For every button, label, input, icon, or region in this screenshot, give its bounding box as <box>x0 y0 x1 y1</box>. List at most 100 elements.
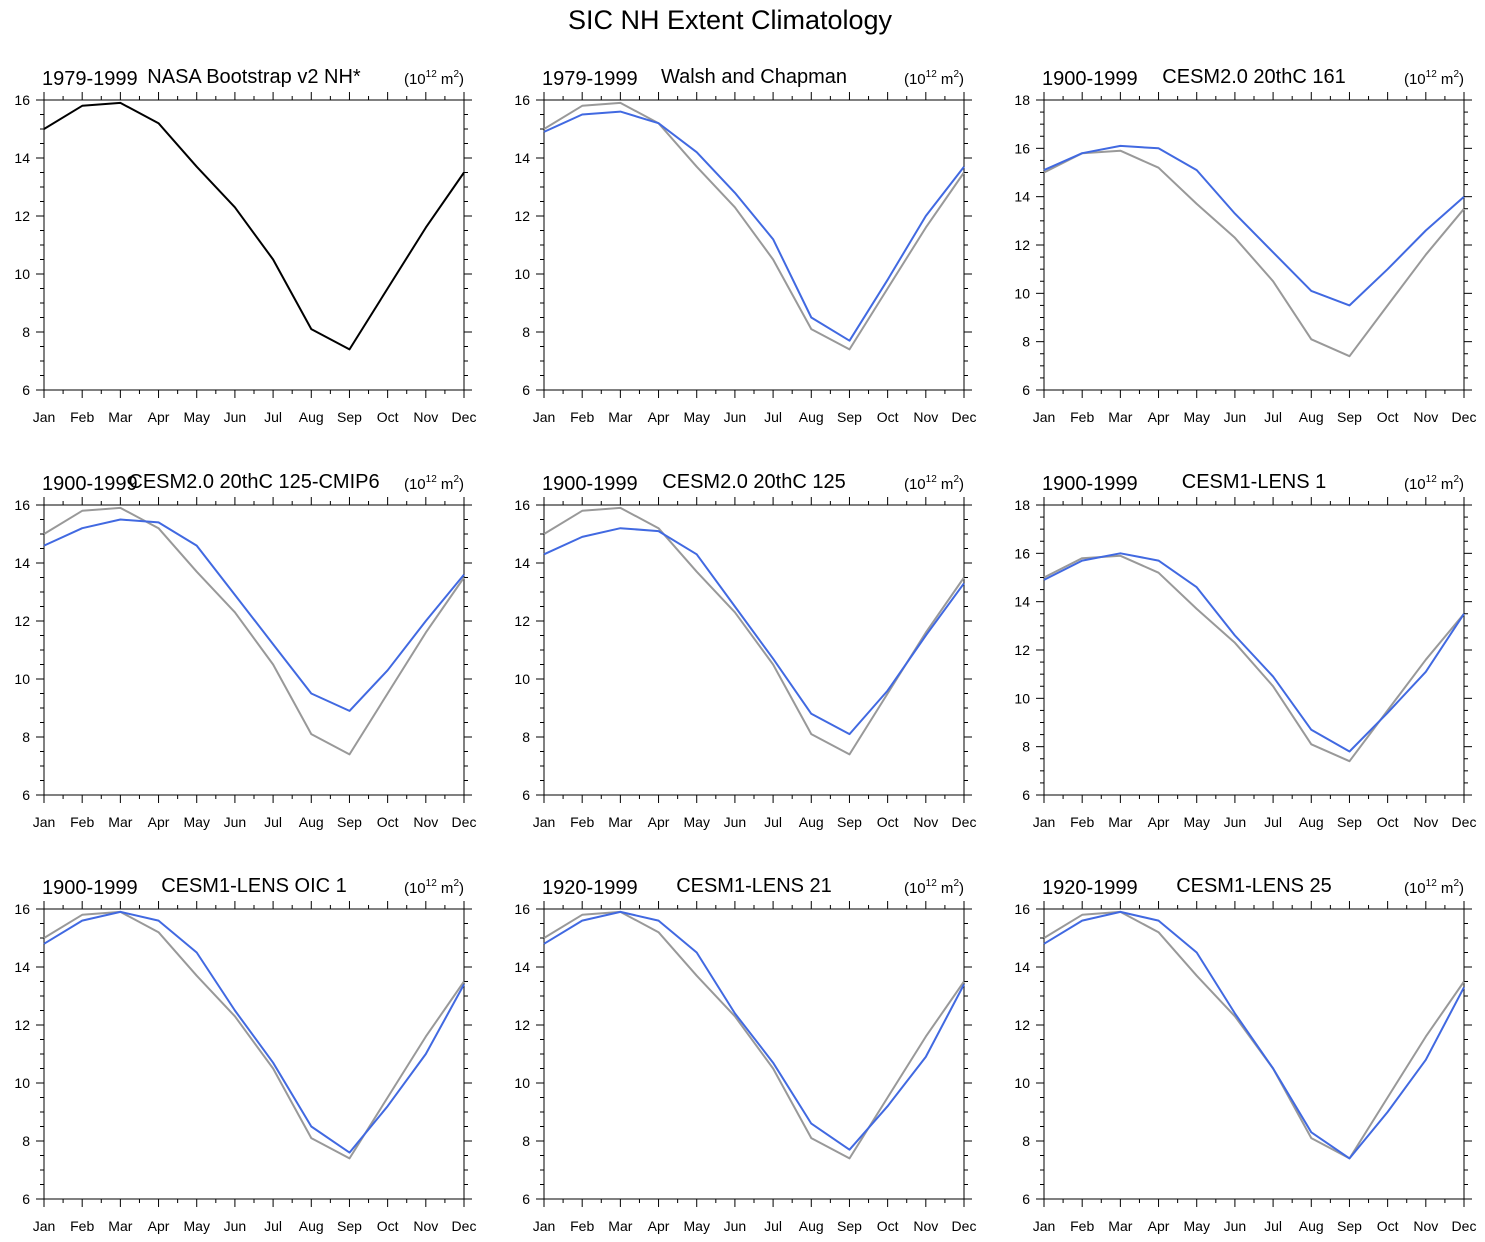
panel-period: 1900-1999 <box>1042 473 1138 495</box>
x-tick-label: Apr <box>148 1218 170 1234</box>
x-tick-label: Jun <box>1224 814 1247 830</box>
x-tick-label: Feb <box>70 1218 94 1234</box>
series-line-primary <box>543 527 965 736</box>
units-label: (1012 m2) <box>1404 69 1464 88</box>
x-tick-label: Aug <box>799 814 824 830</box>
y-tick-label: 10 <box>14 671 30 687</box>
y-tick-label: 8 <box>1022 334 1030 350</box>
x-tick-label: Dec <box>452 814 477 830</box>
x-tick-label: Aug <box>299 409 324 425</box>
panel-period: 1979-1999 <box>42 68 138 90</box>
y-tick-label: 14 <box>14 150 30 166</box>
y-tick-label: 12 <box>1014 237 1030 253</box>
x-tick-label: Jul <box>264 814 282 830</box>
x-tick-label: Feb <box>1070 1218 1094 1234</box>
x-tick-label: Jul <box>764 1218 782 1234</box>
y-tick-label: 12 <box>1014 1017 1030 1033</box>
x-tick-label: Dec <box>1452 409 1477 425</box>
x-tick-label: May <box>1184 814 1210 830</box>
series-line-observed <box>543 910 965 1160</box>
x-tick-label: Jun <box>724 814 747 830</box>
series-line-observed <box>543 506 965 756</box>
x-tick-label: Feb <box>70 814 94 830</box>
y-tick-label: 14 <box>514 959 530 975</box>
panel-period: 1900-1999 <box>542 473 638 495</box>
panel-5: 1900-1999 CESM2.0 20thC 125 (1012 m2) Jan Fe… <box>514 471 976 830</box>
y-tick-label: 8 <box>1022 1133 1030 1149</box>
x-tick-label: Dec <box>952 1218 977 1234</box>
y-tick-label: 14 <box>1014 594 1030 610</box>
x-tick-label: Nov <box>913 409 938 425</box>
y-tick-label: 12 <box>1014 642 1030 658</box>
y-tick-label: 12 <box>514 613 530 629</box>
units-label: (1012 m2) <box>1404 878 1464 897</box>
y-tick-label: 6 <box>522 382 530 398</box>
x-tick-label: Dec <box>952 409 977 425</box>
y-tick-label: 14 <box>14 555 30 571</box>
series-line-observed <box>43 506 465 756</box>
y-tick-label: 12 <box>14 1017 30 1033</box>
x-tick-label: Apr <box>648 409 670 425</box>
x-tick-label: Jun <box>224 409 247 425</box>
x-tick-label: Feb <box>1070 409 1094 425</box>
plot-frame <box>543 504 965 796</box>
plot-frame <box>1043 99 1465 391</box>
x-tick-label: Oct <box>377 1218 399 1234</box>
x-tick-label: Feb <box>570 1218 594 1234</box>
x-tick-label: Jun <box>724 1218 747 1234</box>
y-tick-label: 16 <box>14 92 30 108</box>
y-tick-label: 8 <box>522 324 530 340</box>
x-tick-label: Sep <box>1337 409 1362 425</box>
x-tick-label: Jul <box>264 409 282 425</box>
units-label: (1012 m2) <box>404 878 464 897</box>
y-tick-label: 16 <box>514 92 530 108</box>
x-tick-label: Oct <box>877 409 899 425</box>
series-line-primary <box>1043 910 1465 1160</box>
y-tick-label: 6 <box>522 1191 530 1207</box>
y-tick-label: 8 <box>22 324 30 340</box>
panel-title: CESM1-LENS 25 <box>1176 875 1332 897</box>
x-tick-label: Oct <box>377 409 399 425</box>
panel-period: 1920-1999 <box>1042 877 1138 899</box>
x-tick-label: Nov <box>413 814 438 830</box>
y-tick-label: 6 <box>1022 787 1030 803</box>
plot-frame <box>1043 908 1465 1200</box>
y-tick-label: 16 <box>14 901 30 917</box>
x-tick-label: Nov <box>413 409 438 425</box>
x-tick-label: Jan <box>1033 814 1056 830</box>
x-tick-label: Sep <box>1337 814 1362 830</box>
x-tick-label: Sep <box>837 814 862 830</box>
plot-frame <box>43 99 465 391</box>
x-tick-label: Jan <box>533 409 556 425</box>
y-tick-label: 18 <box>1014 497 1030 513</box>
panel-title: CESM2.0 20thC 125-CMIP6 <box>128 471 379 493</box>
series-line-observed <box>1043 910 1465 1160</box>
plot-frame <box>543 99 965 391</box>
x-tick-label: Oct <box>1377 409 1399 425</box>
units-label: (1012 m2) <box>904 69 964 88</box>
x-tick-label: Mar <box>1108 1218 1132 1234</box>
units-label: (1012 m2) <box>1404 474 1464 493</box>
y-tick-label: 16 <box>14 497 30 513</box>
y-tick-label: 10 <box>1014 690 1030 706</box>
plot-frame <box>43 908 465 1200</box>
y-tick-label: 10 <box>14 1075 30 1091</box>
x-tick-label: Feb <box>70 409 94 425</box>
panel-9: 1920-1999 CESM1-LENS 25 (1012 m2) Jan Feb Mar… <box>1014 875 1476 1234</box>
x-tick-label: Aug <box>1299 814 1324 830</box>
y-tick-label: 10 <box>514 266 530 282</box>
units-label: (1012 m2) <box>404 69 464 88</box>
x-tick-label: Jun <box>1224 409 1247 425</box>
x-tick-label: May <box>1184 1218 1210 1234</box>
x-tick-label: Jul <box>1264 814 1282 830</box>
y-tick-label: 10 <box>14 266 30 282</box>
x-tick-label: Oct <box>377 814 399 830</box>
panel-1: 1979-1999 NASA Bootstrap v2 NH* (1012 m2) J… <box>14 66 476 425</box>
panel-period: 1900-1999 <box>1042 68 1138 90</box>
y-tick-label: 8 <box>22 1133 30 1149</box>
x-tick-label: Mar <box>108 409 132 425</box>
x-tick-label: Sep <box>837 409 862 425</box>
panel-title: CESM1-LENS 21 <box>676 875 832 897</box>
panel-period: 1979-1999 <box>542 68 638 90</box>
y-tick-label: 6 <box>522 787 530 803</box>
